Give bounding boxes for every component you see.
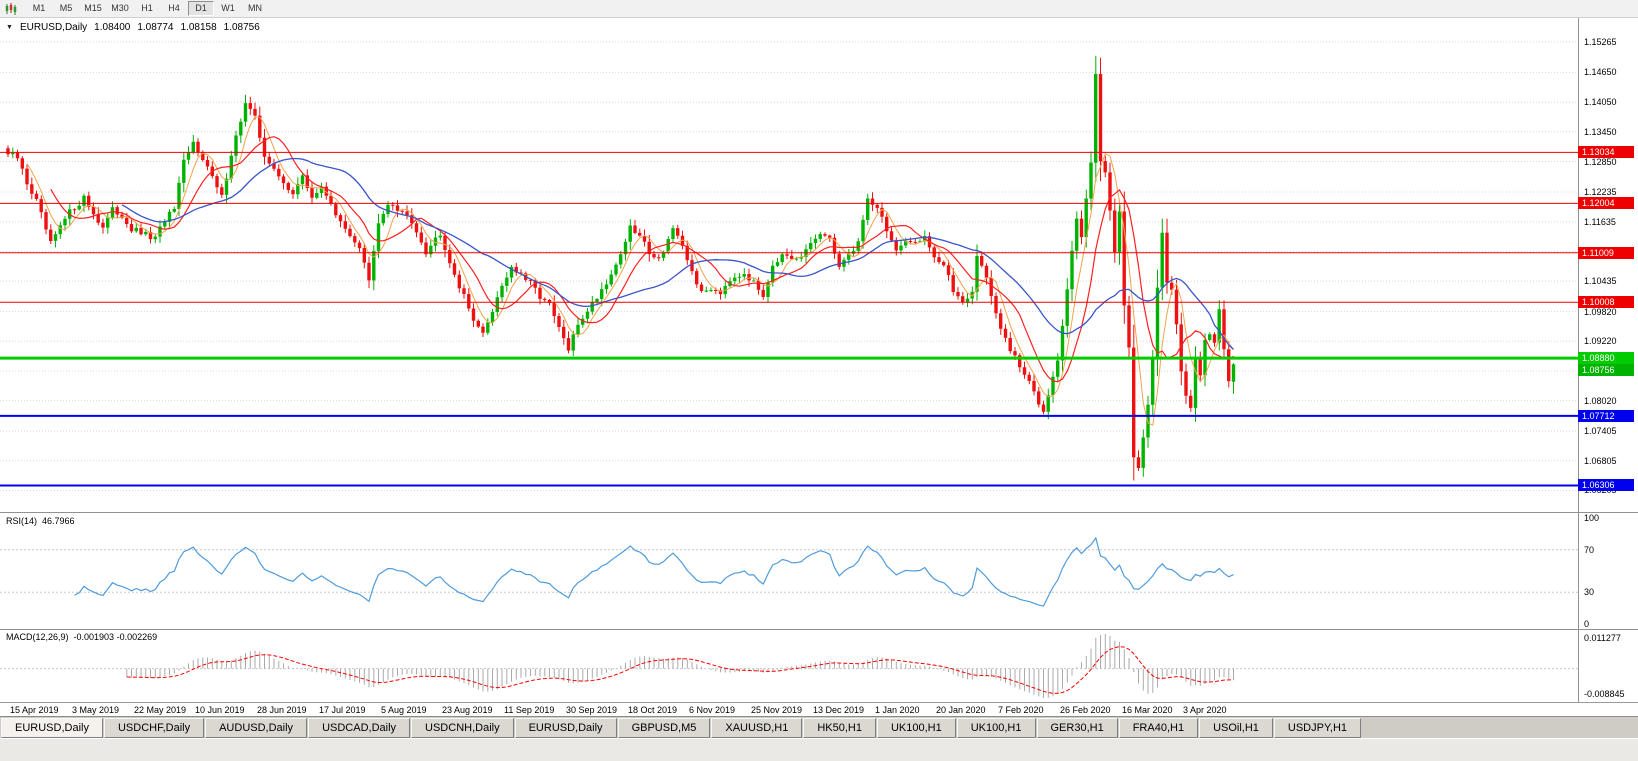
date-label: 17 Jul 2019 <box>319 705 366 715</box>
symbol-dropdown-icon[interactable]: ▼ <box>6 24 13 31</box>
date-label: 28 Jun 2019 <box>257 705 307 715</box>
chart-icon[interactable] <box>3 2 19 16</box>
chart-symbol-period: EURUSD,Daily <box>19 22 88 33</box>
macd-value: -0.001903 -0.002269 <box>73 632 158 642</box>
timeframe-button-m1[interactable]: M1 <box>32 3 46 13</box>
chart-tab[interactable]: FRA40,H1 <box>1118 718 1199 738</box>
chart-tab[interactable]: UK100,H1 <box>956 718 1036 738</box>
chart-plot-svg <box>0 18 1638 702</box>
date-label: 13 Dec 2019 <box>813 705 865 715</box>
down-candle-bodies <box>6 74 1231 468</box>
timeframe-button-h4[interactable]: H4 <box>168 3 180 13</box>
date-label: 3 Apr 2020 <box>1183 705 1227 715</box>
date-label: 30 Sep 2019 <box>566 705 618 715</box>
chart-tab[interactable]: GBPUSD,M5 <box>617 718 711 738</box>
date-label: 26 Feb 2020 <box>1060 705 1111 715</box>
date-label: 18 Oct 2019 <box>628 705 678 715</box>
date-label: 10 Jun 2019 <box>195 705 245 715</box>
rsi-value: 46.7966 <box>42 516 75 526</box>
date-label: 7 Feb 2020 <box>998 705 1044 715</box>
ohlc-high: 1.08774 <box>137 22 174 33</box>
timeframe-buttons: M1 M5 M15 M30 H1 H4 D1 W1 MN <box>26 1 268 16</box>
macd-name: MACD(12,26,9) <box>6 632 69 642</box>
ohlc-low: 1.08158 <box>180 22 217 33</box>
date-label: 15 Apr 2019 <box>10 705 59 715</box>
chart-tab[interactable]: GER30,H1 <box>1036 718 1118 738</box>
rsi-indicator-label: RSI(14) 46.7966 <box>6 516 80 526</box>
date-label: 1 Jan 2020 <box>875 705 920 715</box>
date-label: 5 Aug 2019 <box>381 705 427 715</box>
date-label: 22 May 2019 <box>134 705 187 715</box>
macd-indicator-label: MACD(12,26,9) -0.001903 -0.002269 <box>6 632 162 642</box>
chart-tab-bar: EURUSD,Daily USDCHF,Daily AUDUSD,Daily USDC… <box>0 716 1638 738</box>
timeframe-button-m15[interactable]: M15 <box>84 3 102 13</box>
timeframe-button-d1[interactable]: D1 <box>188 1 214 16</box>
chart-tab[interactable]: USOil,H1 <box>1199 718 1273 738</box>
chart-tab[interactable]: HK50,H1 <box>803 718 876 738</box>
ohlc-close: 1.08756 <box>223 22 260 33</box>
chart-title: ▼ EURUSD,Daily 1.08400 1.08774 1.08158 1… <box>6 22 260 33</box>
status-bar <box>0 738 1638 761</box>
date-label: 16 Mar 2020 <box>1122 705 1173 715</box>
date-label: 20 Jan 2020 <box>936 705 986 715</box>
rsi-line <box>74 536 1234 607</box>
date-label: 6 Nov 2019 <box>689 705 736 715</box>
chart-tab[interactable]: EURUSD,Daily <box>514 718 617 738</box>
chart-tab[interactable]: UK100,H1 <box>876 718 956 738</box>
ma-mid-line <box>50 136 1234 383</box>
ohlc-open: 1.08400 <box>94 22 131 33</box>
chart-tab[interactable]: USDCHF,Daily <box>103 718 205 738</box>
chart-tab[interactable]: USDCAD,Daily <box>308 718 411 738</box>
ma-slow-line <box>121 157 1234 350</box>
date-label: 11 Sep 2019 <box>504 705 555 715</box>
date-label: 3 May 2019 <box>72 705 120 715</box>
timeframe-button-w1[interactable]: W1 <box>221 3 235 13</box>
timeframe-button-m30[interactable]: M30 <box>111 3 129 13</box>
macd-signal-line <box>126 646 1234 694</box>
date-label: 25 Nov 2019 <box>751 705 803 715</box>
chart-tab[interactable]: XAUUSD,H1 <box>711 718 803 738</box>
chart-tab[interactable]: EURUSD,Daily <box>1 718 103 738</box>
date-axis: 15 Apr 2019 3 May 2019 22 May 2019 10 Jun 2… <box>0 702 1638 716</box>
date-label: 23 Aug 2019 <box>442 705 493 715</box>
chart-tab[interactable]: USDJPY,H1 <box>1273 718 1362 738</box>
chart-tab[interactable]: USDCNH,Daily <box>411 718 514 738</box>
timeframe-toolbar: M1 M5 M15 M30 H1 H4 D1 W1 MN <box>0 0 1638 18</box>
timeframe-button-mn[interactable]: MN <box>248 3 262 13</box>
rsi-name: RSI(14) <box>6 516 38 526</box>
timeframe-button-m5[interactable]: M5 <box>59 3 73 13</box>
timeframe-button-h1[interactable]: H1 <box>141 3 153 13</box>
ma-fast-line <box>26 116 1234 426</box>
chart-tab[interactable]: AUDUSD,Daily <box>205 718 308 738</box>
